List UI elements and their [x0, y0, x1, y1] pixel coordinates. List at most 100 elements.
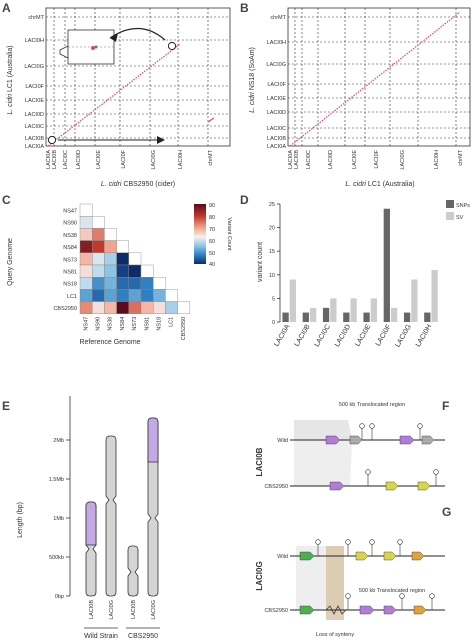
panel-b-xlabel: L. cidri LC1 (Australia) — [345, 181, 414, 188]
heatmap: NS47 NS90 NS38 NS84 NS73 NS81 NS18 LC1 CBS2950 NS… — [53, 203, 191, 340]
heatmap-cell — [79, 240, 93, 254]
heatmap-cell — [79, 203, 93, 217]
zigzag-break — [325, 605, 347, 615]
tick-label: LACI0E — [96, 150, 102, 169]
tick-label: LACI0H — [25, 38, 44, 44]
tick-label: LACI0G — [109, 600, 115, 620]
colorbar-title: Variant Count — [226, 217, 232, 251]
heatmap-col-label: NS73 — [132, 317, 138, 331]
tick-label: LACI0D — [76, 150, 82, 169]
heatmap-cell — [140, 264, 154, 278]
y-tick-label: 20 — [269, 226, 275, 232]
heatmap-cell — [116, 264, 129, 278]
heatmap-cell — [91, 240, 105, 254]
heatmap-cell — [79, 215, 93, 229]
bar-snps — [302, 312, 309, 322]
heatmap-cell — [140, 289, 154, 302]
tick-label: LACI0G — [400, 150, 406, 170]
panel-d-ylabel: variant count — [257, 242, 264, 282]
tick-label: LACI0F — [374, 149, 380, 168]
bar-snps — [343, 312, 350, 322]
heatmap-row-label: NS18 — [63, 282, 77, 288]
heatmap-cell — [128, 277, 142, 290]
panel-a-frame — [45, 7, 231, 147]
tick-label: LACI0E — [25, 98, 44, 104]
tick-label: 2Mb — [53, 438, 64, 444]
panel-b-y-ticks: chrMT LACI0H LACI0G LACI0F LACI0E LACI0D… — [266, 15, 286, 150]
legend-swatch-sv — [446, 212, 454, 220]
legend-swatch-snps — [446, 200, 454, 208]
heatmap-cell — [104, 277, 117, 290]
heatmap-row-label: NS84 — [63, 245, 77, 251]
tick-label: 90 — [209, 203, 215, 209]
heatmap-row-label: NS47 — [63, 209, 77, 215]
tick-label: chrMT — [270, 15, 286, 21]
x-tick-label: LACI0F — [375, 324, 393, 348]
panel-letter-a: A — [2, 1, 11, 15]
bar-snps — [403, 312, 411, 322]
heatmap-col-label: NS38 — [108, 317, 114, 331]
tick-label: LACI0B — [52, 150, 58, 169]
panel-g-bottom-label: Loss of synteny — [316, 632, 354, 638]
heatmap-cell — [128, 264, 142, 278]
heatmap-col-label: NS18 — [157, 317, 163, 331]
panel-a-xlabel: L. cidri CBS2950 (cider) — [101, 181, 175, 188]
tick-label: 80 — [209, 215, 215, 221]
translocated-block — [294, 440, 352, 486]
x-tick-label: LACI0E — [354, 323, 372, 348]
heatmap-cell — [91, 264, 105, 278]
heatmap-cell — [104, 264, 117, 278]
heatmap-col-label: NS84 — [120, 317, 126, 331]
heatmap-cell — [116, 240, 129, 254]
heatmap-cell — [116, 277, 129, 290]
heatmap-cell — [140, 277, 154, 290]
heatmap-cell — [128, 289, 142, 302]
heatmap-row-label: NS73 — [63, 257, 77, 263]
row-label: Wild — [277, 438, 288, 444]
tick-label: 1.5Mb — [49, 477, 64, 483]
panel-b-grid — [288, 8, 470, 146]
heatmap-cell — [128, 301, 142, 315]
heatmap-cell — [152, 277, 166, 290]
heatmap-cell — [104, 301, 117, 315]
bar-snps — [282, 312, 289, 322]
heatmap-cell — [104, 240, 117, 254]
bar-sv — [390, 307, 398, 322]
panel-g-mid-label: 500 kb Translocated region — [359, 588, 425, 594]
tick-label: 50 — [209, 251, 215, 257]
break-points — [315, 539, 435, 610]
panel-b-synteny-line — [289, 11, 461, 147]
panel-a: A — [2, 1, 231, 188]
panel-a-ylabel: L. cidri LC1 (Australia) — [7, 45, 14, 114]
heatmap-row-label: NS38 — [63, 233, 77, 239]
heatmap-col-label: NS90 — [96, 317, 102, 331]
tick-label: LACI0G — [151, 150, 157, 170]
tick-label: 60 — [209, 239, 215, 245]
heatmap-row-label: LC1 — [67, 294, 77, 300]
heatmap-cell — [79, 252, 93, 266]
panel-g-side-label: LACI0G — [255, 561, 264, 590]
tick-label: LACI0G — [151, 600, 157, 620]
heatmap-cell — [91, 301, 105, 315]
genes — [299, 551, 427, 615]
colorbar-ticks: 90 80 70 60 50 40 — [209, 203, 215, 268]
tick-label: LACI0B — [131, 600, 137, 619]
legend-label: SNPs — [456, 203, 470, 209]
chromosome — [147, 417, 159, 597]
colorbar — [194, 204, 206, 264]
tick-label: LACI0G — [266, 62, 286, 68]
panel-a-inset — [58, 27, 166, 144]
panel-e-ylabel: Length (bp) — [17, 502, 24, 538]
bar-snps — [322, 307, 330, 322]
row-label: CBS2950 — [264, 484, 288, 490]
panel-b-ylabel: L. cidri NS18 (SoAm) — [249, 47, 256, 113]
translocation-marker — [167, 41, 177, 51]
row-label: Wild — [277, 554, 288, 560]
panel-a-x-ticks: LACI0A LACI0B LACI0C LACI0D LACI0E LACI0… — [46, 149, 214, 169]
tick-label: chrMT — [208, 149, 214, 165]
tick-label: 70 — [209, 227, 215, 233]
translocated-block — [294, 420, 352, 440]
heatmap-col-label: NS47 — [83, 317, 89, 331]
tick-label: LACI0H — [267, 40, 286, 46]
